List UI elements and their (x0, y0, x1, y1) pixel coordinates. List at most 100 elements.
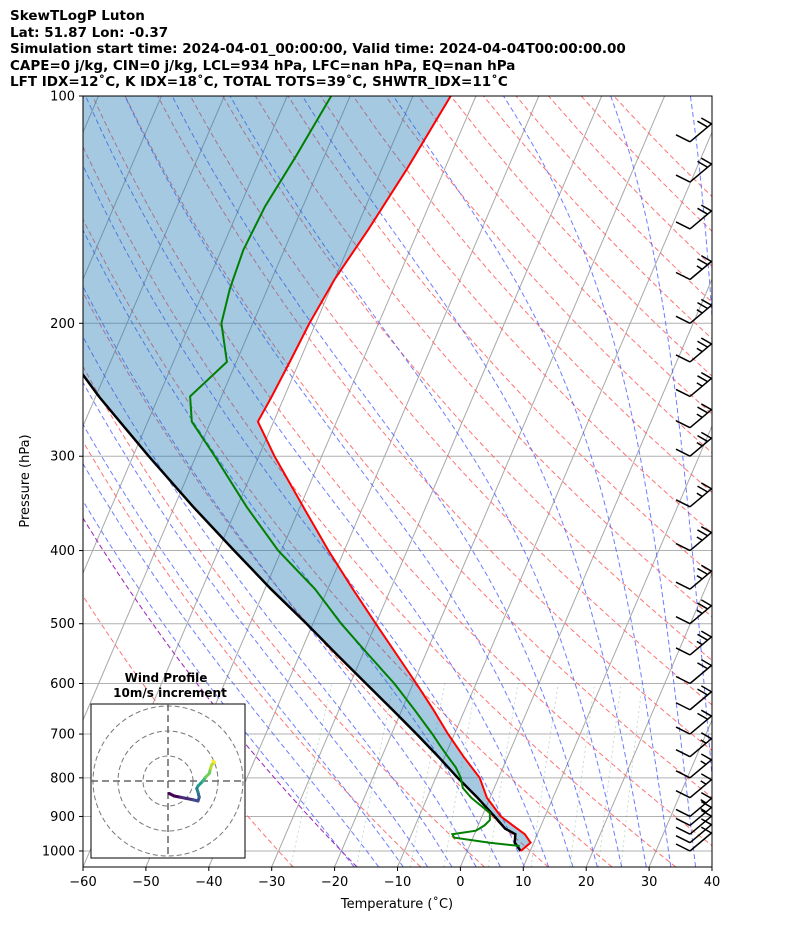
wind-barb-half-feather (700, 739, 707, 744)
wind-barb-feather (697, 688, 708, 696)
wind-barb-staff (689, 304, 712, 324)
x-tick-label: −40 (195, 875, 222, 890)
profile-lines (83, 96, 532, 852)
wind-barb-tail (675, 790, 691, 799)
isotherm-line (83, 96, 225, 428)
dry-adiabat (83, 365, 485, 867)
wind-barb (675, 773, 712, 799)
wind-barb-tail (675, 448, 691, 457)
moist-adiabat (83, 335, 453, 867)
wind-barb-tail (675, 420, 691, 429)
wind-barb-tail (675, 581, 691, 590)
wind-barb (675, 117, 712, 143)
dry-adiabat (417, 96, 712, 415)
y-tick-label: 700 (50, 728, 75, 743)
wind-barbs (675, 117, 712, 852)
wind-barb-feather (700, 117, 712, 125)
wind-barb-feather (700, 337, 712, 345)
cin-shading (83, 96, 531, 851)
wind-barb-feather (700, 709, 712, 717)
dry-adiabat (483, 96, 712, 340)
wind-barb-feather (700, 818, 712, 826)
moist-adiabat (301, 96, 647, 867)
mixing-ratio-line (620, 683, 643, 867)
reference-adiabat (83, 517, 358, 867)
wind-barb-staff (689, 409, 712, 429)
moist-adiabat (503, 96, 697, 867)
wind-barb-staff (689, 210, 712, 230)
wind-barb-feather (700, 732, 712, 740)
x-tick-label: 20 (578, 875, 595, 890)
wind-barb-tail (675, 843, 691, 852)
moist-adiabat (83, 423, 404, 867)
dry-adiabat (83, 440, 422, 867)
wind-barb-feather (697, 434, 708, 443)
x-tick-label: −30 (258, 875, 285, 890)
dry-adiabat (352, 96, 712, 494)
wind-barb-tail (675, 749, 691, 758)
moist-adiabat (83, 500, 355, 867)
wind-barb-half-feather (696, 413, 703, 419)
parcel-profile-line (83, 372, 522, 852)
moist-adiabat (83, 228, 501, 867)
wind-barb-tail (675, 542, 691, 552)
moist-adiabat (83, 381, 429, 867)
wind-barb-feather (697, 633, 708, 641)
wind-barb-half-feather (696, 347, 703, 353)
wind-barb-feather (697, 567, 708, 576)
dry-adiabat (189, 96, 712, 706)
mixing-ratio-line (290, 683, 333, 867)
x-axis-label: Temperature (˚C) (340, 896, 453, 912)
wind-barb (675, 337, 712, 363)
y-tick-label: 1000 (42, 845, 75, 860)
wind-barb-feather (700, 526, 712, 534)
dry-adiabat (320, 96, 712, 534)
location-line: Lat: 51.87 Lon: -0.37 (10, 24, 169, 41)
wind-barb-tail (675, 770, 691, 779)
wind-barb-feather (700, 254, 712, 263)
hodograph-inset: Wind Profile 10m/s increment (90, 671, 246, 859)
wind-barb-half-feather (696, 640, 703, 646)
wind-barb-staff (689, 163, 712, 183)
isotherm-line (522, 424, 712, 867)
wind-barb-feather (697, 340, 708, 348)
y-tick-label: 400 (50, 544, 75, 559)
dry-adiabat (83, 291, 549, 867)
wind-barb (675, 431, 712, 457)
y-tick-label: 300 (50, 450, 75, 465)
wind-barb-feather (700, 298, 712, 306)
wind-barb-tail (675, 354, 691, 363)
wind-barb-staff (689, 815, 712, 835)
wind-barb-half-feather (696, 574, 703, 580)
wind-barb (675, 157, 712, 183)
isotherm-line (83, 96, 162, 281)
wind-barb-half-feather (696, 441, 703, 447)
y-tick-label: 500 (50, 617, 75, 632)
isotherm-line (459, 277, 712, 867)
axis-ticks: −60 −50 −40 −30 −20 −10 0 10 20 30 40 1000 900 800 700… (42, 90, 720, 891)
wind-barb-tail (675, 271, 691, 281)
wind-barb-staff (689, 715, 712, 735)
wind-barb (675, 403, 712, 429)
wind-barb (675, 826, 712, 852)
isotherm-line (397, 130, 712, 867)
dry-adiabat (222, 96, 712, 661)
moist-adiabat (229, 96, 623, 867)
wind-barb-half-feather (696, 265, 703, 270)
wind-barb-tail (675, 174, 691, 183)
moist-adiabat (83, 285, 477, 867)
wind-barb-half-feather (700, 799, 707, 804)
time-line: Simulation start time: 2024-04-01_00:00:… (10, 41, 626, 57)
mixing-ratio-line (410, 683, 446, 867)
wind-barb (675, 791, 712, 818)
wind-barb (675, 526, 712, 552)
wind-barb (675, 685, 712, 711)
mixing-ratio-line (598, 683, 622, 867)
wind-barb-feather (700, 826, 712, 834)
moist-adiabat (85, 96, 550, 867)
mixing-ratio-line (443, 683, 477, 867)
wind-barb-feather (700, 809, 712, 817)
wind-barb-tail (675, 388, 691, 398)
wind-barb-feather (697, 602, 708, 610)
temperature-line (256, 96, 532, 852)
